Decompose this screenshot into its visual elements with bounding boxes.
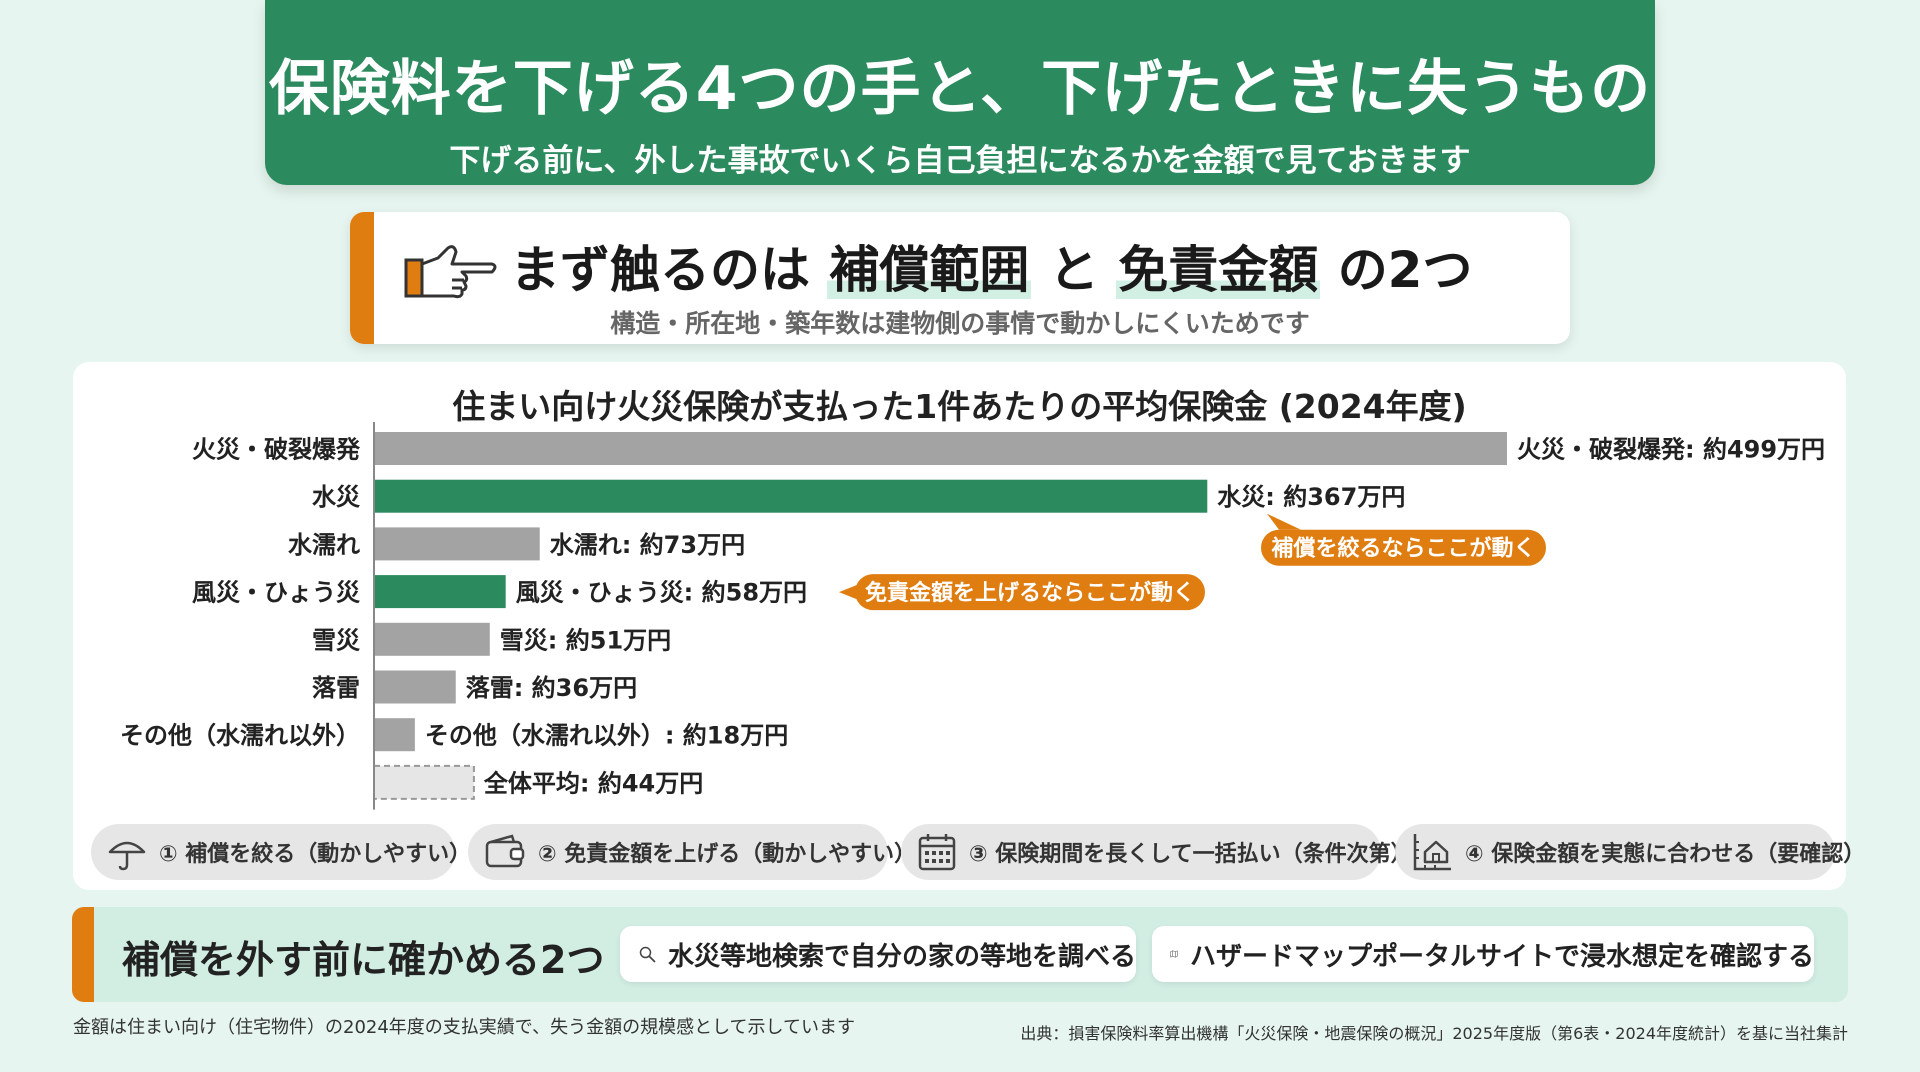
category-label: 落雷 xyxy=(312,674,360,702)
chip-label: ④ 保険金額を実態に合わせる（要確認） xyxy=(1465,842,1866,867)
check-title: 補償を外す前に確かめる2つ xyxy=(122,938,605,982)
focus-accent-bar xyxy=(350,212,374,344)
bar-1 xyxy=(374,479,1208,513)
chart-card: 住まい向け火災保険が支払った1件あたりの平均保険金 (2024年度) 火災・破裂… xyxy=(73,362,1865,890)
header-banner: 保険料を下げる4つの手と、下げたときに失うもの 下げる前に、外した事故でいくら自… xyxy=(265,0,1655,185)
value-label: 水災: 約367万円 xyxy=(1217,483,1405,511)
page-subtitle: 下げる前に、外した事故でいくら自己負担になるかを金額で見ておきます xyxy=(449,143,1471,179)
value-label: 風災・ひょう災: 約58万円 xyxy=(516,579,807,607)
chip-long-term-payment: ③ 保険期間を長くして一括払い（条件次第） xyxy=(901,824,1413,880)
check-item-label: ハザードマップポータルサイトで浸水想定を確認する xyxy=(1189,941,1814,972)
value-label: その他（水濡れ以外）: 約18万円 xyxy=(425,722,788,750)
bar-4 xyxy=(374,622,490,656)
annotation-pointer xyxy=(839,584,859,601)
annotation-deductible-text: 免責金額を上げるならここが動く xyxy=(865,580,1195,606)
footnote: 金額は住まい向け（住宅物件）の2024年度の支払実績で、失う金額の規模感として示… xyxy=(73,1017,856,1038)
bar-0 xyxy=(374,432,1507,465)
category-label: 火災・破裂爆発 xyxy=(192,436,361,464)
category-label: 水濡れ xyxy=(288,531,360,559)
focus-term-deductible: 免責金額 xyxy=(1116,241,1321,299)
check-section: 補償を外す前に確かめる2つ 水災等地検索で自分の家の等地を調べる ハザードマップ… xyxy=(72,907,1848,1002)
chip-label: ① 補償を絞る（動かしやすい） xyxy=(159,842,472,867)
focus-heading: まず触るのは 補償範囲 と 免責金額 の2つ xyxy=(510,230,1472,302)
annotation-deductible-bubble xyxy=(855,574,1205,611)
category-label: その他（水濡れ以外） xyxy=(120,722,360,750)
value-label: 全体平均: 約44万円 xyxy=(483,769,703,797)
annotation-coverage-bubble xyxy=(1261,529,1546,566)
value-label: 落雷: 約36万円 xyxy=(466,674,637,702)
bar-5 xyxy=(374,670,456,704)
chip-narrow-coverage: ① 補償を絞る（動かしやすい） xyxy=(91,824,471,880)
bar-2 xyxy=(374,527,540,561)
category-label: 風災・ひょう災 xyxy=(192,579,361,607)
annotation-pointer xyxy=(1267,513,1301,530)
value-label: 火災・破裂爆発: 約499万円 xyxy=(1517,436,1825,464)
chip-adjust-insured-amount: ④ 保険金額を実態に合わせる（要確認） xyxy=(1395,824,1865,880)
focus-middle: と xyxy=(1048,241,1099,299)
focus-prefix: まず触るのは xyxy=(510,241,810,299)
check-item-label: 水災等地検索で自分の家の等地を調べる xyxy=(667,941,1136,972)
bar-3 xyxy=(374,575,506,609)
pointing-hand-icon xyxy=(404,245,497,299)
house-measure-icon xyxy=(1413,834,1451,871)
chip-label: ③ 保険期間を長くして一括払い（条件次第） xyxy=(969,842,1413,867)
check-item-flood-grade: 水災等地検索で自分の家の等地を調べる xyxy=(620,926,1136,982)
category-label: 水災 xyxy=(312,483,361,511)
chip-raise-deductible: ② 免責金額を上げる（動かしやすい） xyxy=(468,824,916,880)
source-note: 出典：損害保険料率算出機構「火災保険・地震保険の概況」2025年度版（第6表・2… xyxy=(1020,1024,1848,1043)
focus-term-coverage: 補償範囲 xyxy=(827,241,1032,299)
bar-6 xyxy=(374,718,415,752)
check-item-hazard-map: ハザードマップポータルサイトで浸水想定を確認する xyxy=(1152,926,1814,982)
map-icon xyxy=(1170,950,1178,958)
focus-card: まず触るのは 補償範囲 と 免責金額 の2つ 構造・所在地・築年数は建物側の事情… xyxy=(350,212,1570,344)
wallet-icon xyxy=(485,834,525,868)
page-title: 保険料を下げる4つの手と、下げたときに失うもの xyxy=(268,54,1652,124)
category-label: 雪災 xyxy=(312,626,361,654)
umbrella-icon xyxy=(108,841,146,871)
annotation-coverage-text: 補償を絞るならここが動く xyxy=(1270,536,1535,562)
check-accent-bar xyxy=(72,907,94,1002)
value-label: 水濡れ: 約73万円 xyxy=(550,531,745,559)
value-label: 雪災: 約51万円 xyxy=(500,626,671,654)
focus-note: 構造・所在地・築年数は建物側の事情で動かしにくいためです xyxy=(610,309,1310,338)
focus-suffix: の2つ xyxy=(1337,241,1473,299)
search-icon xyxy=(639,946,656,963)
chip-label: ② 免責金額を上げる（動かしやすい） xyxy=(538,842,917,867)
bar-average xyxy=(373,764,475,800)
calendar-icon xyxy=(918,834,956,871)
chart-title: 住まい向け火災保険が支払った1件あたりの平均保険金 (2024年度) xyxy=(452,387,1467,426)
